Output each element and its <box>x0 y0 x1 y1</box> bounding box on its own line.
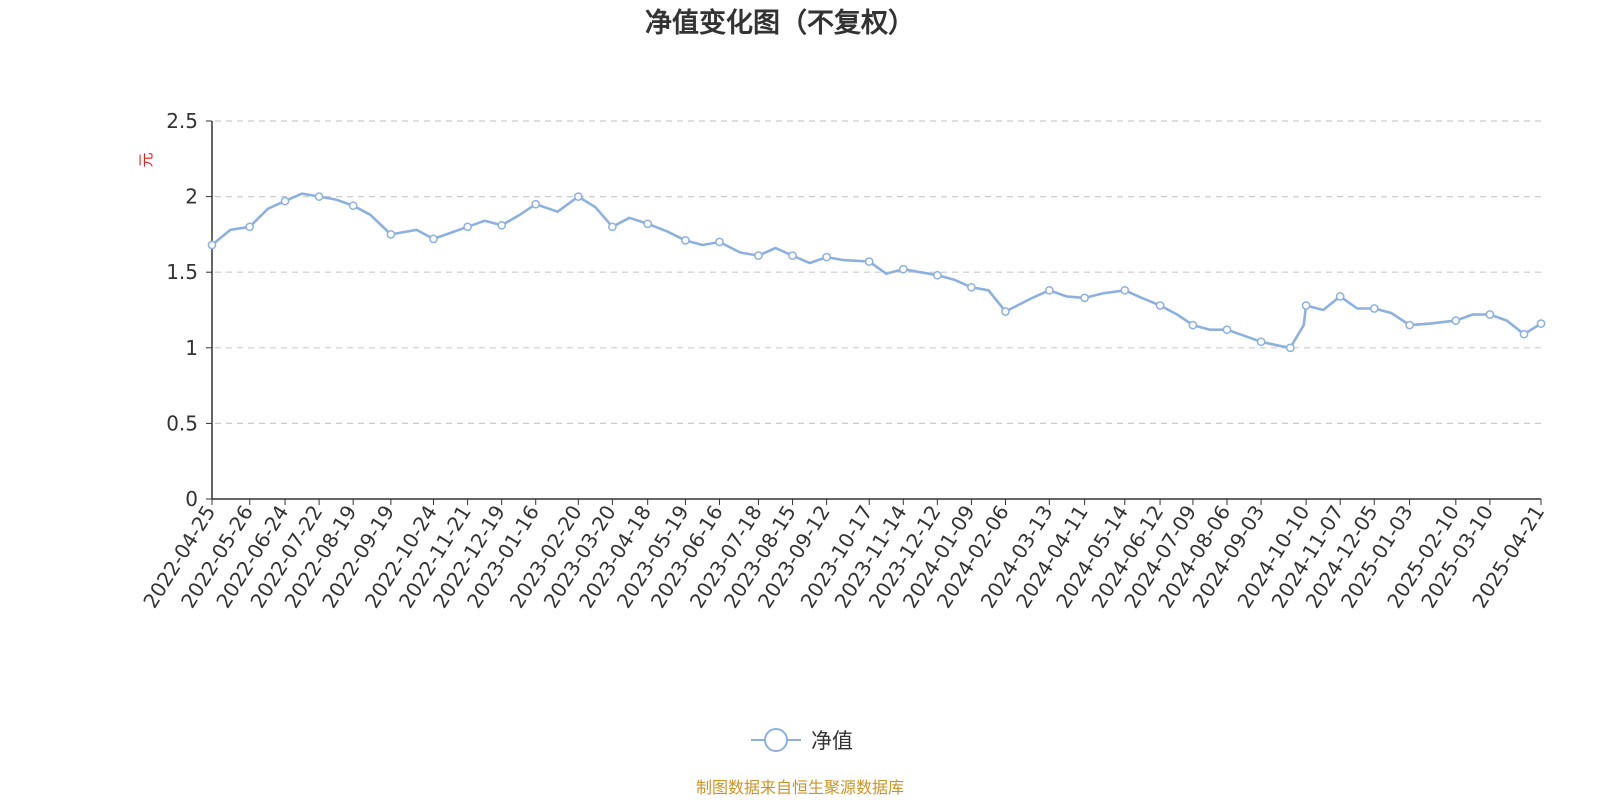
y-tick-label: 2 <box>185 185 198 209</box>
y-tick-label: 2.5 <box>166 109 198 133</box>
x-axis-ticks: 2022-04-252022-05-262022-06-242022-07-22… <box>138 499 1549 612</box>
series-line <box>210 192 1543 350</box>
y-tick-label: 1 <box>185 336 198 360</box>
y-tick-label: 0.5 <box>166 411 198 435</box>
legend-label: 净值 <box>811 729 853 753</box>
data-point[interactable] <box>1536 319 1546 328</box>
data-point[interactable] <box>681 236 690 245</box>
data-point[interactable] <box>1301 301 1311 310</box>
data-point[interactable] <box>1155 301 1165 310</box>
data-point[interactable] <box>754 251 763 260</box>
grid-lines <box>215 120 1541 424</box>
y-axis-unit-label: 元 <box>137 152 155 167</box>
data-point[interactable] <box>1485 310 1495 319</box>
y-tick-label: 0 <box>185 487 198 511</box>
data-point[interactable] <box>715 237 724 247</box>
data-point[interactable] <box>788 251 797 260</box>
data-point[interactable] <box>1451 316 1461 325</box>
data-point[interactable] <box>1369 304 1379 313</box>
data-point[interactable] <box>1405 320 1414 330</box>
data-point[interactable] <box>1001 307 1010 316</box>
data-point[interactable] <box>348 201 358 211</box>
data-point[interactable] <box>386 230 396 239</box>
data-point[interactable] <box>1120 285 1130 295</box>
data-point[interactable] <box>608 222 617 232</box>
data-point[interactable] <box>531 199 541 209</box>
data-point[interactable] <box>497 220 507 230</box>
data-point[interactable] <box>280 196 290 206</box>
data-point[interactable] <box>1519 329 1529 339</box>
data-source-note: 制图数据来自恒生聚源数据库 <box>696 778 904 797</box>
legend[interactable]: 净值 <box>751 728 853 753</box>
data-point[interactable] <box>463 222 472 232</box>
data-point[interactable] <box>1080 293 1089 303</box>
y-tick-label: 1.5 <box>166 260 198 284</box>
data-point[interactable] <box>1285 343 1295 353</box>
data-point[interactable] <box>822 252 831 262</box>
data-point[interactable] <box>1222 325 1232 335</box>
data-point[interactable] <box>314 192 324 201</box>
data-point[interactable] <box>1335 292 1345 301</box>
data-point[interactable] <box>967 282 976 292</box>
chart-title: 净值变化图（不复权） <box>645 7 915 39</box>
data-point[interactable] <box>898 264 908 274</box>
data-point[interactable] <box>429 234 438 244</box>
y-axis-ticks: 0 0.5 1 1.5 2 2.5 <box>166 109 212 511</box>
data-point[interactable] <box>933 270 942 280</box>
data-point[interactable] <box>643 219 653 229</box>
data-point[interactable] <box>864 257 874 266</box>
axes <box>211 121 1541 500</box>
data-point[interactable] <box>1188 320 1198 330</box>
legend-marker-icon <box>764 728 788 752</box>
data-point[interactable] <box>207 240 217 250</box>
data-point[interactable] <box>245 222 255 232</box>
series-net-value <box>207 192 1546 353</box>
data-point[interactable] <box>573 192 583 201</box>
data-point[interactable] <box>1256 337 1266 347</box>
data-point[interactable] <box>1044 285 1054 295</box>
